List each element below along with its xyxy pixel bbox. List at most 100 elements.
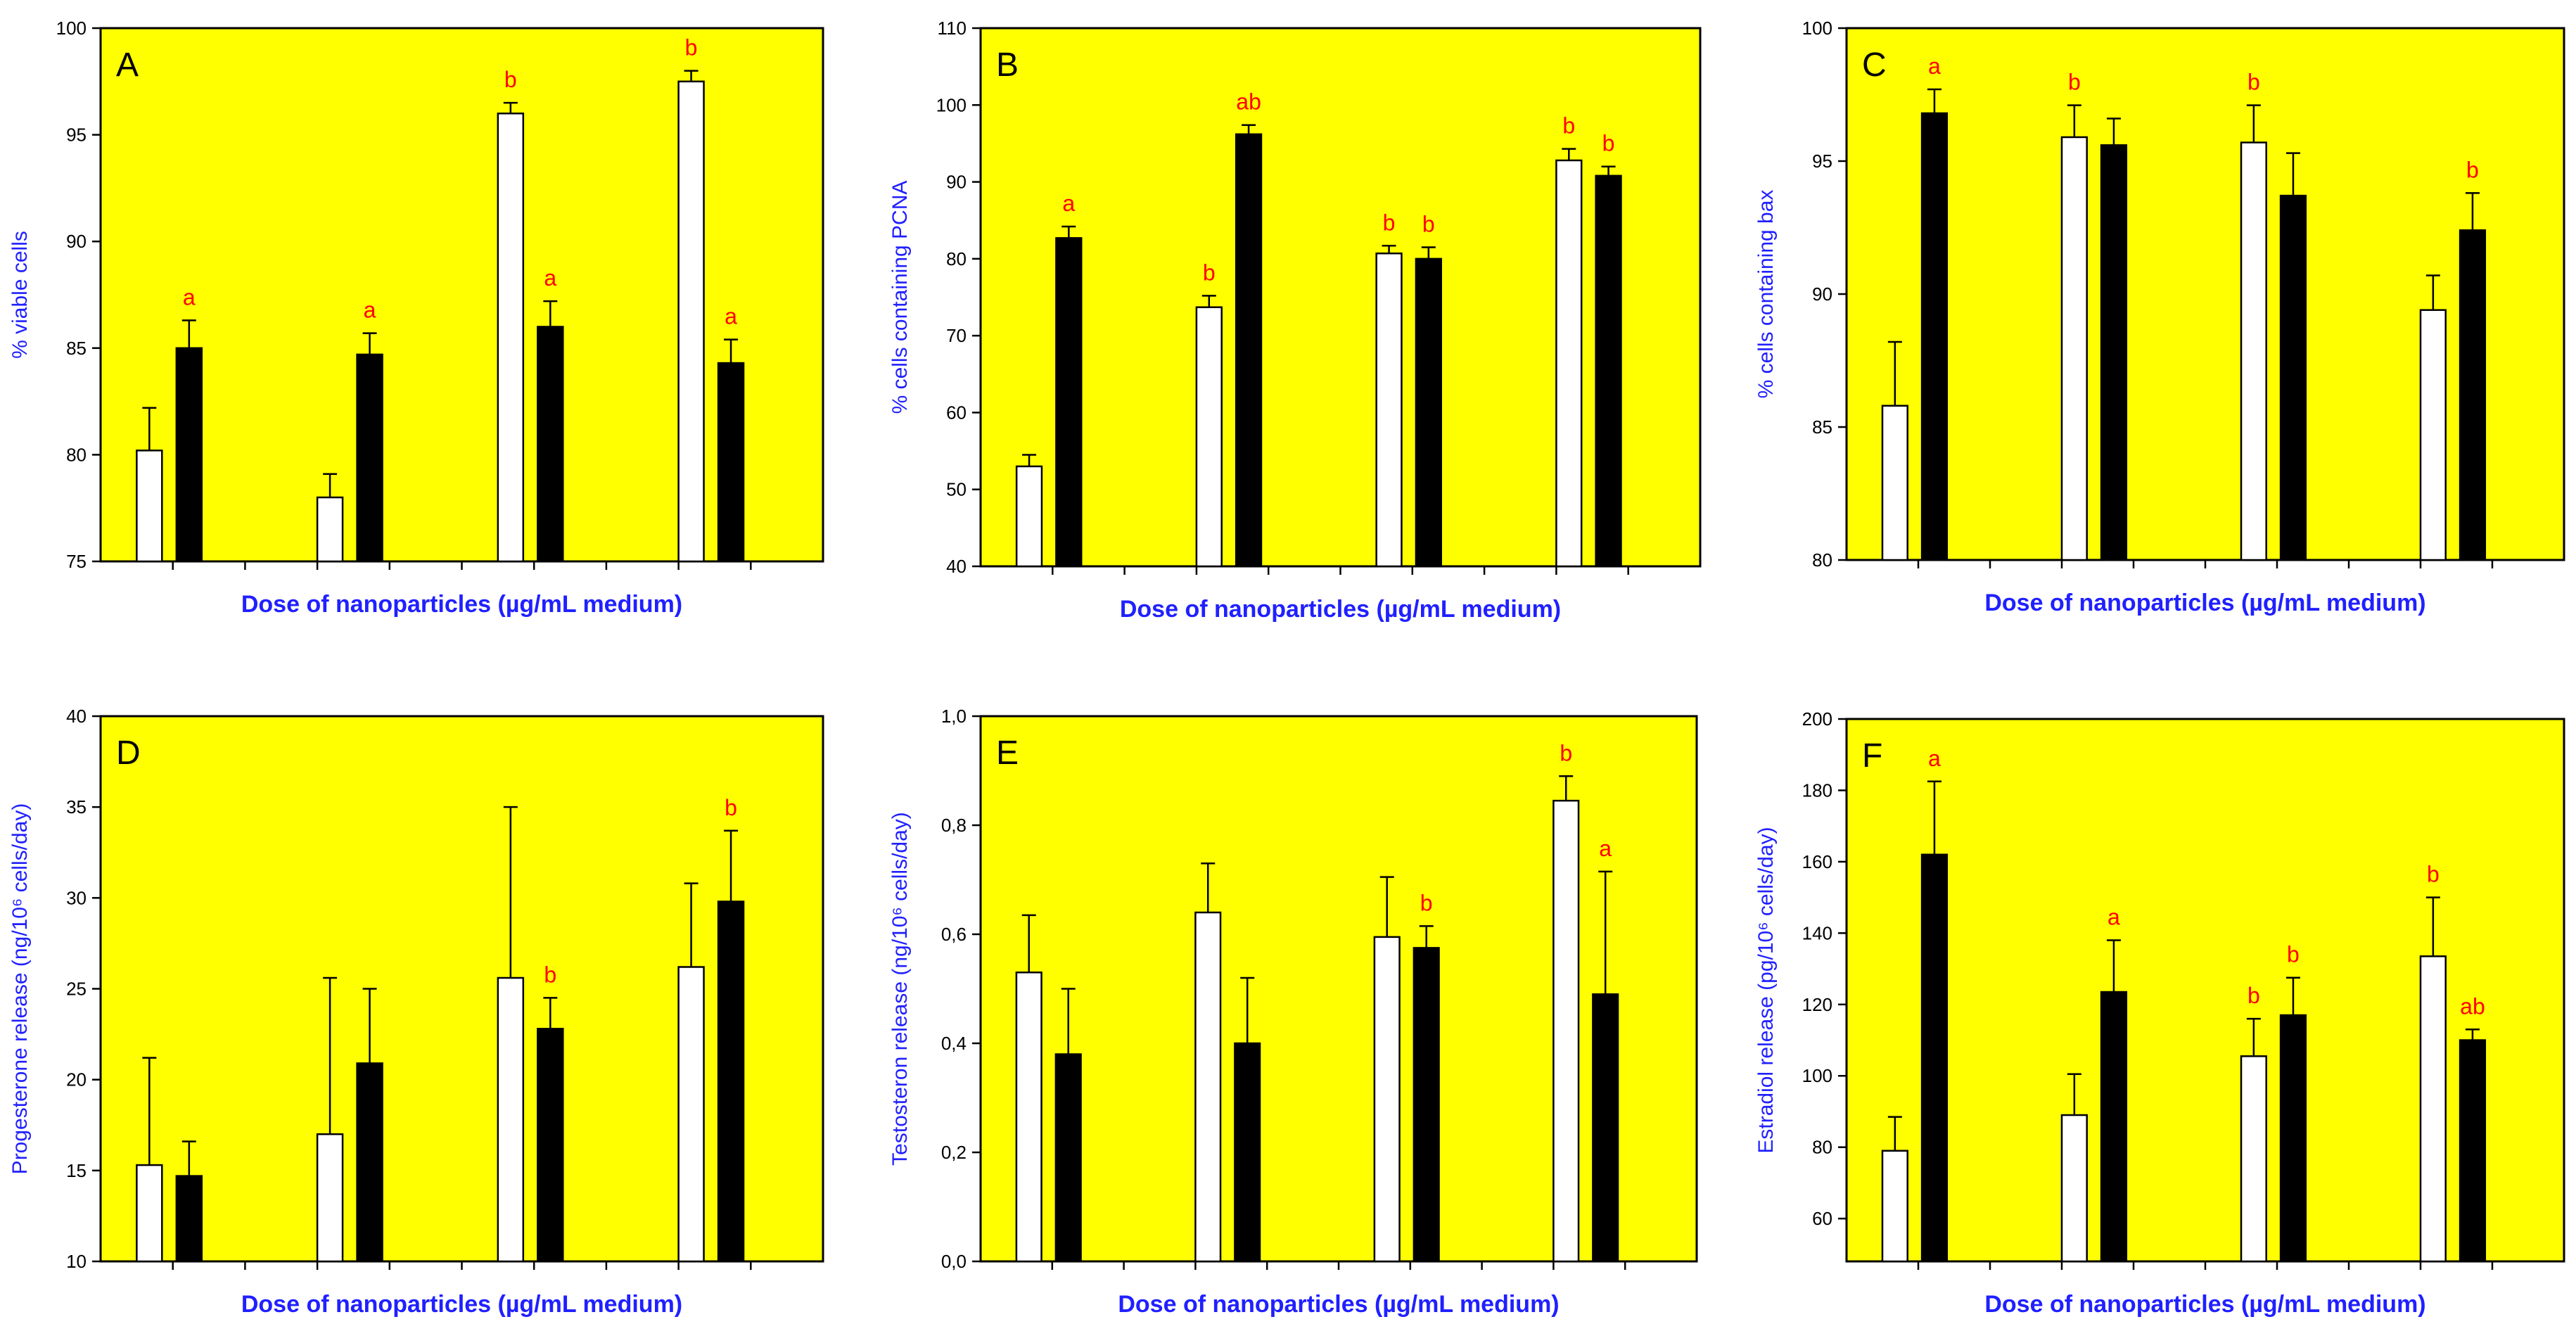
bar-treated: [1920, 112, 1949, 561]
bar-treated: [2459, 1039, 2487, 1263]
y-axis-title: Testosteron release (ng/10⁶ cells/day): [888, 812, 912, 1166]
plot-area: [979, 27, 1702, 568]
y-tick-label: 80: [946, 248, 967, 269]
bar-control: [2060, 136, 2088, 561]
y-tick-label: 40: [66, 706, 87, 727]
bar-treated: [2279, 1014, 2307, 1263]
bar-treated: [1234, 1042, 1261, 1263]
y-tick-label: 85: [1812, 416, 1832, 438]
bar-control: [136, 1164, 163, 1263]
y-axis-title: % viable cells: [8, 231, 32, 359]
bar-control: [136, 450, 163, 563]
bar-treated: [717, 362, 745, 563]
y-tick-label: 60: [946, 402, 967, 423]
y-tick-label: 110: [938, 18, 967, 39]
y-tick-label: 90: [66, 231, 87, 252]
significance-label: b: [1203, 260, 1216, 285]
y-tick-label: 10: [66, 1251, 87, 1272]
significance-label: a: [1599, 836, 1612, 861]
y-axis-title: % cells containing bax: [1754, 190, 1778, 399]
bar-treated: [175, 347, 203, 563]
bar-control: [316, 1133, 344, 1263]
bar-treated: [1595, 174, 1622, 568]
significance-label: ab: [2460, 993, 2485, 1019]
bar-treated: [1920, 853, 1949, 1263]
bar-control: [1375, 252, 1403, 568]
y-tick-label: 90: [946, 172, 967, 193]
y-tick-label: 0,6: [941, 924, 967, 945]
y-tick-label: 0,8: [941, 815, 967, 836]
bar-control: [1373, 936, 1401, 1263]
panel-letter: D: [116, 734, 141, 772]
y-axis-title: Estradiol release (pg/10⁶ cells/day): [1754, 827, 1778, 1153]
y-tick-label: 140: [1802, 922, 1832, 943]
bar-treated: [2459, 229, 2487, 561]
significance-label: b: [725, 795, 737, 820]
y-tick-label: 15: [66, 1160, 87, 1181]
panel-letter: E: [996, 734, 1019, 772]
bar-treated: [356, 353, 383, 563]
significance-label: a: [183, 284, 196, 310]
y-tick-label: 80: [1812, 1137, 1832, 1158]
bar-control: [316, 496, 344, 563]
y-tick-label: 95: [66, 125, 87, 146]
significance-label: b: [2247, 70, 2260, 95]
significance-label: b: [685, 35, 698, 61]
bar-control: [1881, 405, 1908, 561]
y-tick-label: 95: [1812, 151, 1832, 172]
y-tick-label: 180: [1802, 779, 1832, 801]
bar-control: [2060, 1114, 2088, 1263]
significance-label: b: [1602, 131, 1615, 156]
x-axis-title: Dose of nanoparticles (µg/mL medium): [1120, 596, 1561, 623]
significance-label: b: [1560, 740, 1572, 765]
y-tick-label: 20: [66, 1069, 87, 1090]
y-tick-label: 35: [66, 796, 87, 817]
y-axis-title: Progesterone release (ng/10⁶ cells/day): [8, 803, 32, 1175]
y-tick-label: 160: [1802, 851, 1832, 872]
significance-label: b: [1383, 210, 1396, 235]
bar-control: [677, 966, 705, 1263]
plot-area: [979, 715, 1698, 1263]
significance-label: b: [544, 962, 556, 987]
panel-letter: C: [1862, 46, 1887, 84]
y-tick-label: 70: [946, 325, 967, 346]
bar-treated: [2279, 194, 2307, 561]
y-tick-label: 75: [66, 551, 87, 572]
bar-treated: [1413, 947, 1440, 1263]
y-tick-label: 25: [66, 979, 87, 1000]
significance-label: a: [725, 304, 737, 329]
bar-treated: [175, 1175, 203, 1263]
bar-treated: [1415, 257, 1442, 568]
bar-control: [1015, 465, 1043, 568]
bar-control: [1555, 159, 1583, 568]
plot-area: [1845, 718, 2565, 1263]
bar-control: [1015, 972, 1042, 1263]
panel-a: 75 80 85 90 95 100 b b a a a a A Dose of nanoparticle…: [8, 18, 824, 618]
plot-area: [99, 715, 824, 1263]
bar-treated: [1235, 133, 1263, 568]
y-tick-label: 200: [1802, 708, 1832, 730]
bar-control: [1194, 911, 1222, 1263]
y-tick-label: 100: [56, 18, 87, 39]
bar-treated: [537, 1028, 564, 1263]
bar-control: [1552, 799, 1580, 1263]
significance-label: ab: [1236, 89, 1261, 115]
panel-c: 80 85 90 95 100 b b a b C Dose of nanoparticles (µ…: [1754, 18, 2565, 616]
x-axis-title: Dose of nanoparticles (µg/mL medium): [1984, 1291, 2425, 1318]
y-tick-label: 120: [1802, 994, 1832, 1015]
panel-letter: F: [1862, 737, 1882, 775]
y-tick-label: 0,4: [941, 1033, 967, 1054]
y-tick-label: 100: [1802, 18, 1832, 39]
panel-d: 10 15 20 25 30 35 40 b b D Dose of nanoparticles (…: [8, 706, 824, 1318]
y-tick-label: 1,0: [941, 706, 967, 727]
y-tick-label: 80: [1812, 549, 1832, 571]
y-tick-label: 100: [1802, 1065, 1832, 1086]
y-tick-label: 80: [66, 444, 87, 465]
bar-control: [2240, 1055, 2267, 1263]
y-tick-label: 100: [936, 94, 967, 115]
significance-label: b: [2287, 942, 2300, 967]
bar-control: [2419, 309, 2447, 561]
bar-treated: [356, 1062, 383, 1263]
significance-label: a: [1928, 746, 1941, 771]
